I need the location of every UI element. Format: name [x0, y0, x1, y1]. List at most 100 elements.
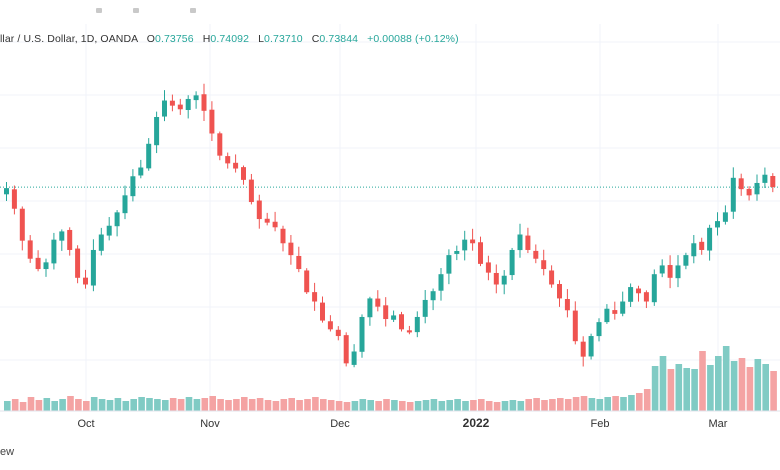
- volume-bar: [11, 399, 19, 411]
- volume-bar: [201, 398, 209, 411]
- volume-bar: [185, 397, 193, 411]
- volume-bar: [312, 397, 319, 411]
- candle-body: [351, 351, 357, 365]
- volume-bar: [722, 346, 730, 411]
- volume-bar: [651, 366, 659, 411]
- candle-body: [485, 262, 491, 273]
- volume-bar: [106, 400, 114, 411]
- volume-bar: [193, 399, 201, 411]
- volume-bar: [264, 400, 272, 411]
- open-label: O: [146, 33, 156, 45]
- candle-body: [4, 188, 9, 195]
- candle-body: [738, 178, 744, 190]
- candle-body: [564, 299, 570, 311]
- volume-bar: [564, 399, 572, 411]
- candle-body: [454, 251, 460, 254]
- candle-body: [430, 291, 436, 301]
- volume-bar: [699, 351, 706, 411]
- close-value: 0.73844: [319, 33, 359, 45]
- volume-bar: [470, 400, 477, 411]
- candle-body: [438, 274, 444, 291]
- candle-body: [367, 298, 373, 318]
- candle-body: [659, 265, 665, 274]
- candle-body: [67, 229, 73, 250]
- candle-body: [272, 221, 278, 228]
- volume-bar: [335, 401, 343, 411]
- volume-bar: [177, 399, 185, 411]
- volume-bar: [517, 401, 525, 411]
- volume-bar: [454, 399, 461, 411]
- low-value: 0.73710: [264, 33, 303, 45]
- candle-body: [549, 270, 555, 285]
- candle-body: [90, 249, 96, 286]
- volume-bar: [320, 399, 327, 411]
- candle-body: [19, 208, 25, 241]
- candle-body: [209, 109, 215, 134]
- volume-bar: [691, 369, 698, 411]
- volume-bar: [146, 398, 153, 411]
- volume-bar: [343, 402, 351, 411]
- candle-body: [643, 292, 649, 302]
- volume-bar: [636, 393, 643, 411]
- candle-body: [406, 330, 412, 333]
- volume-bar: [414, 401, 422, 411]
- volume-bar: [383, 399, 390, 411]
- volume-bar: [43, 398, 51, 411]
- volume-bar: [217, 399, 224, 411]
- volume-bar: [209, 396, 216, 411]
- candle-body: [280, 228, 286, 244]
- volume-bar: [738, 358, 746, 411]
- candle-body: [446, 255, 452, 274]
- volume-bars: [4, 346, 777, 411]
- volume-bar: [541, 400, 548, 411]
- candle-body: [754, 182, 760, 195]
- candle-body: [383, 305, 389, 320]
- candle-body: [327, 321, 333, 330]
- volume-bar: [667, 369, 675, 411]
- top-toolbar-fragment: [0, 0, 780, 24]
- volume-bar: [59, 399, 66, 411]
- candle-body: [422, 299, 428, 317]
- candle-body: [667, 265, 673, 278]
- candle-body: [541, 260, 547, 270]
- volume-bar: [770, 371, 777, 411]
- volume-bar: [446, 400, 453, 411]
- candle-body: [35, 257, 41, 270]
- candle-body: [146, 143, 152, 169]
- candlesticks: [4, 83, 776, 368]
- volume-bar: [280, 399, 288, 411]
- candle-body: [359, 316, 365, 352]
- x-tick-label: 2022: [463, 416, 490, 430]
- candle-body: [493, 272, 499, 285]
- candle-body: [233, 162, 239, 169]
- volume-bar: [4, 401, 11, 411]
- volume-bar: [162, 400, 169, 411]
- candle-body: [138, 167, 144, 176]
- volume-bar: [493, 402, 501, 411]
- candle-body: [470, 239, 476, 244]
- candle-body: [501, 275, 507, 285]
- x-axis-ticks: Oct Nov Dec 2022 Feb Mar: [77, 416, 727, 430]
- candle-body: [335, 329, 341, 337]
- volume-bar: [130, 399, 137, 411]
- volume-bar: [406, 402, 414, 411]
- candle-body: [154, 117, 160, 146]
- candle-body: [557, 284, 562, 299]
- x-tick-label: Oct: [77, 418, 94, 430]
- candle-body: [201, 94, 207, 111]
- candle-body: [27, 240, 33, 259]
- volume-bar: [643, 389, 651, 411]
- candle-body: [375, 298, 381, 307]
- volume-bar: [762, 364, 769, 411]
- candle-body: [414, 316, 420, 333]
- volume-bar: [35, 400, 43, 411]
- candle-body: [620, 301, 626, 314]
- candle-body: [59, 231, 65, 241]
- candle-body: [177, 104, 183, 110]
- candle-body: [320, 302, 325, 321]
- candle-body: [722, 212, 728, 222]
- volume-bar: [422, 400, 430, 411]
- volume-bar: [19, 402, 27, 411]
- volume-bar: [51, 401, 58, 411]
